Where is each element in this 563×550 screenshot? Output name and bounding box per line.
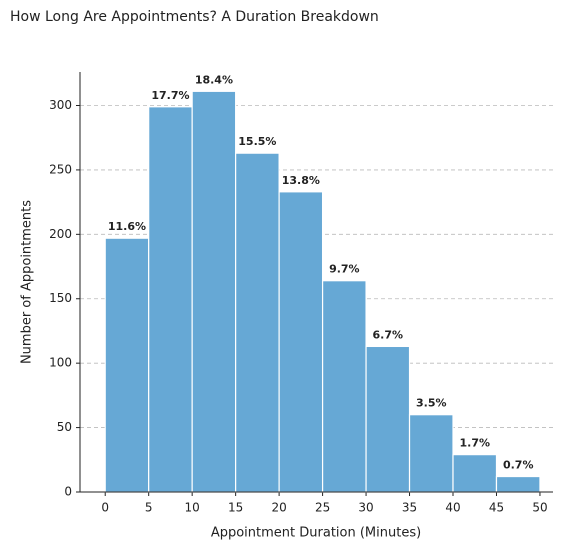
bar-label: 13.8% xyxy=(282,174,320,187)
bar-label: 17.7% xyxy=(151,89,189,102)
bar-label: 9.7% xyxy=(329,263,360,276)
bar-label: 0.7% xyxy=(503,459,534,472)
x-tick-label: 40 xyxy=(445,501,460,515)
x-tick-label: 10 xyxy=(185,501,200,515)
x-tick-label: 5 xyxy=(145,501,153,515)
bar-label: 6.7% xyxy=(373,328,404,341)
bar-label: 1.7% xyxy=(459,437,490,450)
x-axis-label: Appointment Duration (Minutes) xyxy=(211,526,421,541)
bar-label: 11.6% xyxy=(108,220,146,233)
bar xyxy=(191,90,237,493)
x-tick-label: 50 xyxy=(532,501,547,515)
bar xyxy=(365,345,411,493)
y-tick-label: 50 xyxy=(57,420,72,434)
x-tick-label: 25 xyxy=(315,501,330,515)
bar-label: 18.4% xyxy=(195,73,233,86)
y-tick-label: 150 xyxy=(49,291,72,305)
bar xyxy=(278,191,324,493)
bar xyxy=(104,237,150,493)
x-tick-label: 0 xyxy=(101,501,109,515)
y-axis-label: Number of Appointments xyxy=(20,200,35,364)
y-tick-label: 300 xyxy=(49,98,72,112)
x-tick-label: 35 xyxy=(402,501,417,515)
bar xyxy=(408,414,454,493)
bar xyxy=(148,106,193,493)
chart-title: How Long Are Appointments? A Duration Br… xyxy=(10,9,379,25)
y-tick-label: 0 xyxy=(64,485,72,499)
x-tick-label: 30 xyxy=(358,501,373,515)
bar-label: 15.5% xyxy=(238,135,276,148)
x-tick-label: 15 xyxy=(228,501,243,515)
x-tick-label: 45 xyxy=(489,501,504,515)
bar xyxy=(235,152,280,493)
bar-label: 3.5% xyxy=(416,397,447,410)
y-tick-label: 200 xyxy=(49,227,72,241)
y-tick-label: 100 xyxy=(49,356,72,370)
bar xyxy=(452,454,498,493)
bar xyxy=(495,475,541,493)
x-tick-label: 20 xyxy=(271,501,286,515)
bar xyxy=(321,280,367,493)
y-tick-label: 250 xyxy=(49,162,72,176)
